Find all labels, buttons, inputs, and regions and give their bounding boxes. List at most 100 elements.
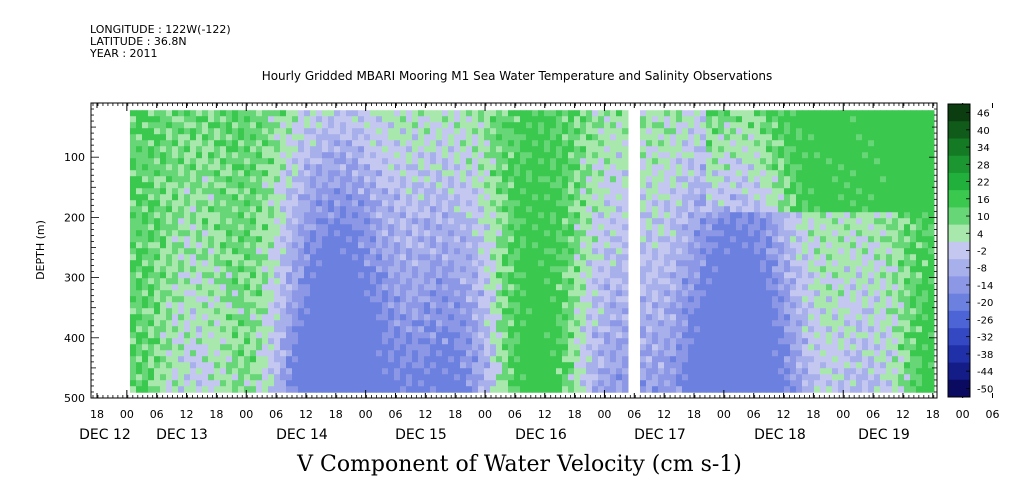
heatmap-cell	[736, 326, 743, 333]
heatmap-cell	[586, 266, 593, 273]
heatmap-cell	[526, 164, 533, 171]
heatmap-cell	[610, 350, 617, 357]
heatmap-cell	[538, 278, 545, 285]
heatmap-cell	[586, 146, 593, 153]
heatmap-cell	[484, 320, 491, 327]
heatmap-cell	[184, 296, 191, 303]
heatmap-cell	[670, 272, 677, 279]
heatmap-cell	[538, 188, 545, 195]
heatmap-cell	[670, 224, 677, 231]
heatmap-cell	[712, 338, 719, 345]
heatmap-cell	[136, 338, 143, 345]
heatmap-cell	[202, 200, 209, 207]
heatmap-cell	[772, 200, 779, 207]
heatmap-cell	[322, 320, 329, 327]
heatmap-cell	[430, 134, 437, 141]
heatmap-cell	[292, 296, 299, 303]
heatmap-cell	[760, 128, 767, 135]
heatmap-cell	[700, 296, 707, 303]
heatmap-cell	[532, 194, 539, 201]
heatmap-cell	[514, 308, 521, 315]
heatmap-cell	[652, 152, 659, 159]
heatmap-cell	[538, 224, 545, 231]
heatmap-cell	[196, 386, 203, 393]
heatmap-cell	[394, 200, 401, 207]
heatmap-cell	[580, 170, 587, 177]
heatmap-cell	[160, 350, 167, 357]
heatmap-cell	[202, 302, 209, 309]
heatmap-cell	[766, 170, 773, 177]
heatmap-cell	[358, 170, 365, 177]
heatmap-cell	[694, 284, 701, 291]
heatmap-cell	[172, 158, 179, 165]
heatmap-cell	[382, 242, 389, 249]
heatmap-cell	[550, 290, 557, 297]
heatmap-cell	[190, 164, 197, 171]
heatmap-cell	[316, 350, 323, 357]
heatmap-cell	[412, 338, 419, 345]
heatmap-cell	[202, 380, 209, 387]
heatmap-cell	[226, 314, 233, 321]
heatmap-cell	[226, 116, 233, 123]
heatmap-cell	[448, 344, 455, 351]
heatmap-cell	[376, 380, 383, 387]
heatmap-cell	[712, 326, 719, 333]
heatmap-cell	[532, 170, 539, 177]
heatmap-cell	[274, 332, 281, 339]
heatmap-cell	[760, 302, 767, 309]
heatmap-cell	[496, 272, 503, 279]
heatmap-cell	[226, 134, 233, 141]
heatmap-cell	[310, 356, 317, 363]
heatmap-cell	[322, 278, 329, 285]
heatmap-cell	[280, 296, 287, 303]
heatmap-cell	[382, 326, 389, 333]
heatmap-cell	[760, 152, 767, 159]
heatmap-cell	[754, 248, 761, 255]
heatmap-cell	[238, 320, 245, 327]
heatmap-cell	[136, 170, 143, 177]
heatmap-cell	[160, 356, 167, 363]
heatmap-cell	[268, 188, 275, 195]
heatmap-cell	[238, 272, 245, 279]
heatmap-cell	[136, 200, 143, 207]
heatmap-cell	[508, 230, 515, 237]
heatmap-cell	[316, 326, 323, 333]
heatmap-cell	[442, 170, 449, 177]
heatmap-cell	[610, 284, 617, 291]
heatmap-cell	[778, 128, 785, 135]
heatmap-cell	[562, 362, 569, 369]
heatmap-cell	[226, 260, 233, 267]
heatmap-cell	[682, 368, 689, 375]
heatmap-cell	[682, 314, 689, 321]
heatmap-cell	[622, 320, 629, 327]
heatmap-cell	[436, 362, 443, 369]
heatmap-cell	[148, 212, 155, 219]
heatmap-cell	[442, 278, 449, 285]
heatmap-cell	[712, 242, 719, 249]
heatmap-cell	[682, 386, 689, 393]
heatmap-cell	[190, 134, 197, 141]
heatmap-cell	[388, 212, 395, 219]
heatmap-cell	[556, 350, 563, 357]
heatmap-cell	[736, 110, 743, 117]
heatmap-cell	[406, 188, 413, 195]
heatmap-cell	[706, 134, 713, 141]
heatmap-cell	[382, 368, 389, 375]
heatmap-cell	[310, 284, 317, 291]
heatmap-cell	[694, 134, 701, 141]
heatmap-cell	[556, 248, 563, 255]
heatmap-cell	[760, 368, 767, 375]
heatmap-cell	[136, 188, 143, 195]
heatmap-cell	[484, 194, 491, 201]
heatmap-cell	[550, 218, 557, 225]
heatmap-cell	[676, 248, 683, 255]
heatmap-cell	[166, 140, 173, 147]
heatmap-cell	[520, 344, 527, 351]
heatmap-cell	[142, 308, 149, 315]
heatmap-cell	[160, 236, 167, 243]
heatmap-cell	[688, 218, 695, 225]
heatmap-cell	[394, 350, 401, 357]
heatmap-cell	[148, 308, 155, 315]
heatmap-cell	[418, 254, 425, 261]
heatmap-cell	[352, 224, 359, 231]
